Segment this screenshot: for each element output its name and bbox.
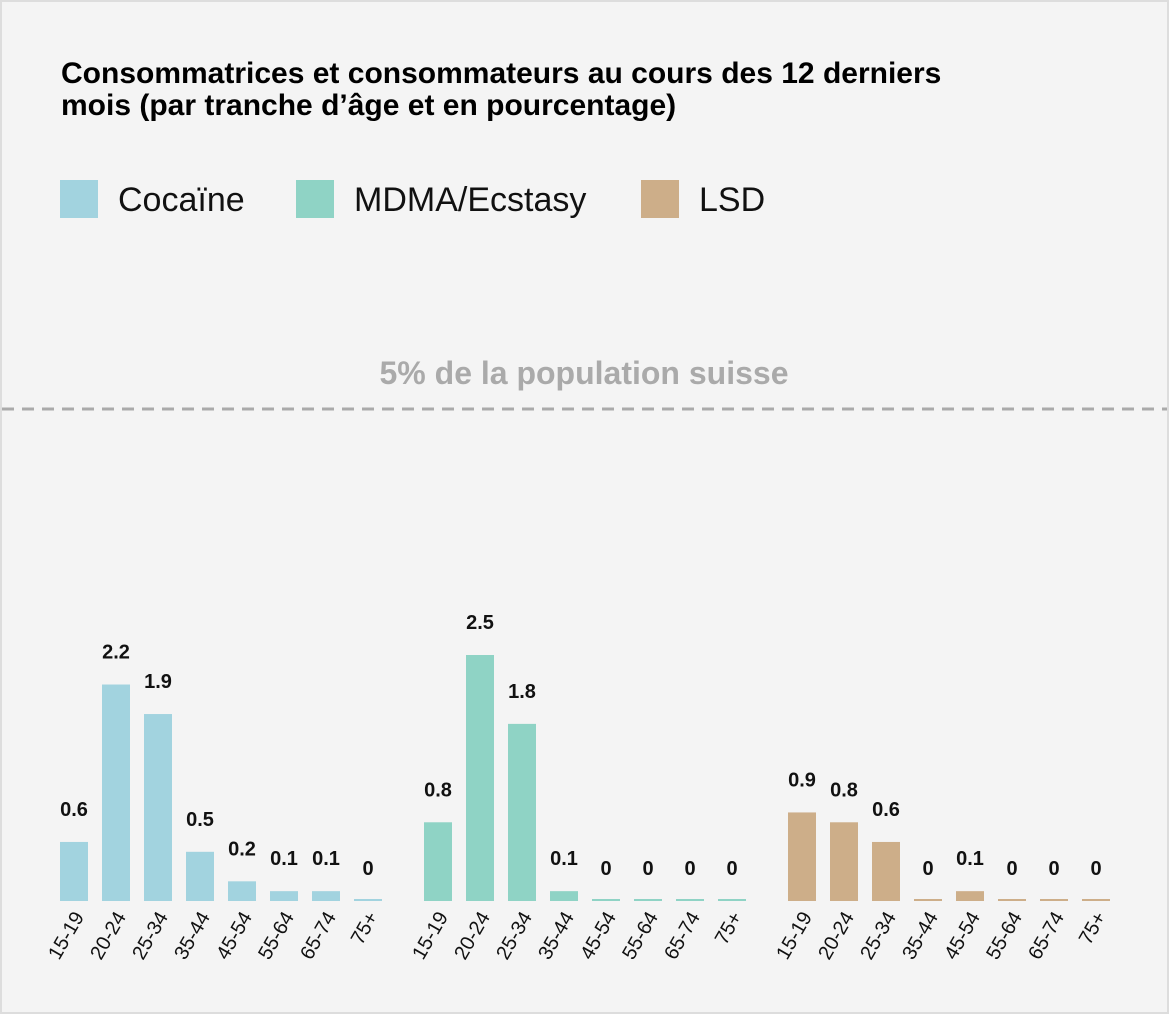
value-label: 0.8	[830, 779, 858, 801]
bar	[676, 899, 704, 901]
x-tick-label: 25-34	[128, 908, 173, 963]
value-label: 0.6	[60, 799, 88, 821]
value-label: 0	[726, 858, 737, 880]
value-label: 2.5	[466, 612, 494, 634]
value-label: 1.8	[508, 681, 536, 703]
x-tick-label: 35-44	[898, 908, 943, 963]
x-tick-label: 75+	[347, 908, 383, 948]
bar	[1040, 899, 1068, 901]
value-label: 0	[362, 858, 373, 880]
bar	[1082, 899, 1110, 901]
value-label: 0.1	[550, 848, 578, 870]
value-label: 0	[922, 858, 933, 880]
legend-label: Cocaïne	[118, 181, 245, 219]
x-tick-label: 65-74	[1024, 908, 1069, 963]
chart-title: Consommatrices et consommateurs au cours…	[61, 57, 942, 122]
bar	[354, 899, 382, 901]
x-tick-label: 25-34	[856, 908, 901, 963]
x-tick-label: 55-64	[982, 908, 1027, 963]
x-tick-label: 45-54	[940, 908, 985, 963]
x-tick-label: 20-24	[86, 908, 131, 963]
value-label: 2.2	[102, 642, 130, 664]
reference-label: 5% de la population suisse	[380, 355, 789, 391]
legend-label: LSD	[699, 181, 765, 219]
legend-swatch	[296, 180, 334, 218]
value-label: 0	[642, 858, 653, 880]
bar	[508, 723, 536, 901]
bar	[634, 899, 662, 901]
legend-label: MDMA/Ecstasy	[354, 181, 586, 219]
bar	[102, 684, 130, 901]
value-label: 1.9	[144, 671, 172, 693]
bar	[550, 891, 578, 901]
value-label: 0.1	[956, 848, 984, 870]
legend-swatch	[641, 180, 679, 218]
value-label: 0	[1006, 858, 1017, 880]
x-tick-label: 15-19	[408, 908, 453, 963]
value-label: 0.2	[228, 838, 256, 860]
value-label: 0.9	[788, 769, 816, 791]
x-tick-label: 45-54	[576, 908, 621, 963]
bar	[830, 822, 858, 901]
bar	[60, 841, 88, 901]
bar	[186, 851, 214, 901]
bar	[956, 891, 984, 901]
bar	[312, 891, 340, 901]
value-label: 0	[1090, 858, 1101, 880]
x-tick-label: 75+	[1075, 908, 1111, 948]
x-tick-label: 35-44	[170, 908, 215, 963]
value-label: 0.5	[186, 809, 214, 831]
value-label: 0.1	[270, 848, 298, 870]
bar	[144, 714, 172, 901]
x-tick-label: 75+	[711, 908, 747, 948]
legend-swatch	[60, 180, 98, 218]
bar	[998, 899, 1026, 901]
x-tick-label: 20-24	[450, 908, 495, 963]
bar	[424, 822, 452, 901]
x-tick-label: 65-74	[296, 908, 341, 963]
value-label: 0	[600, 858, 611, 880]
x-tick-label: 55-64	[254, 908, 299, 963]
bar	[228, 881, 256, 901]
value-label: 0.8	[424, 779, 452, 801]
value-label: 0	[684, 858, 695, 880]
value-label: 0	[1048, 858, 1059, 880]
bar	[914, 899, 942, 901]
value-label: 0.1	[312, 848, 340, 870]
bar	[872, 841, 900, 901]
bar	[718, 899, 746, 901]
value-label: 0.6	[872, 799, 900, 821]
x-tick-label: 25-34	[492, 908, 537, 963]
x-tick-label: 15-19	[44, 908, 89, 963]
x-tick-label: 20-24	[814, 908, 859, 963]
x-tick-label: 15-19	[772, 908, 817, 963]
x-tick-label: 45-54	[212, 908, 257, 963]
x-tick-label: 35-44	[534, 908, 579, 963]
bar	[592, 899, 620, 901]
bar	[466, 655, 494, 901]
x-tick-label: 65-74	[660, 908, 705, 963]
bar	[270, 891, 298, 901]
bar	[788, 812, 816, 901]
x-tick-label: 55-64	[618, 908, 663, 963]
